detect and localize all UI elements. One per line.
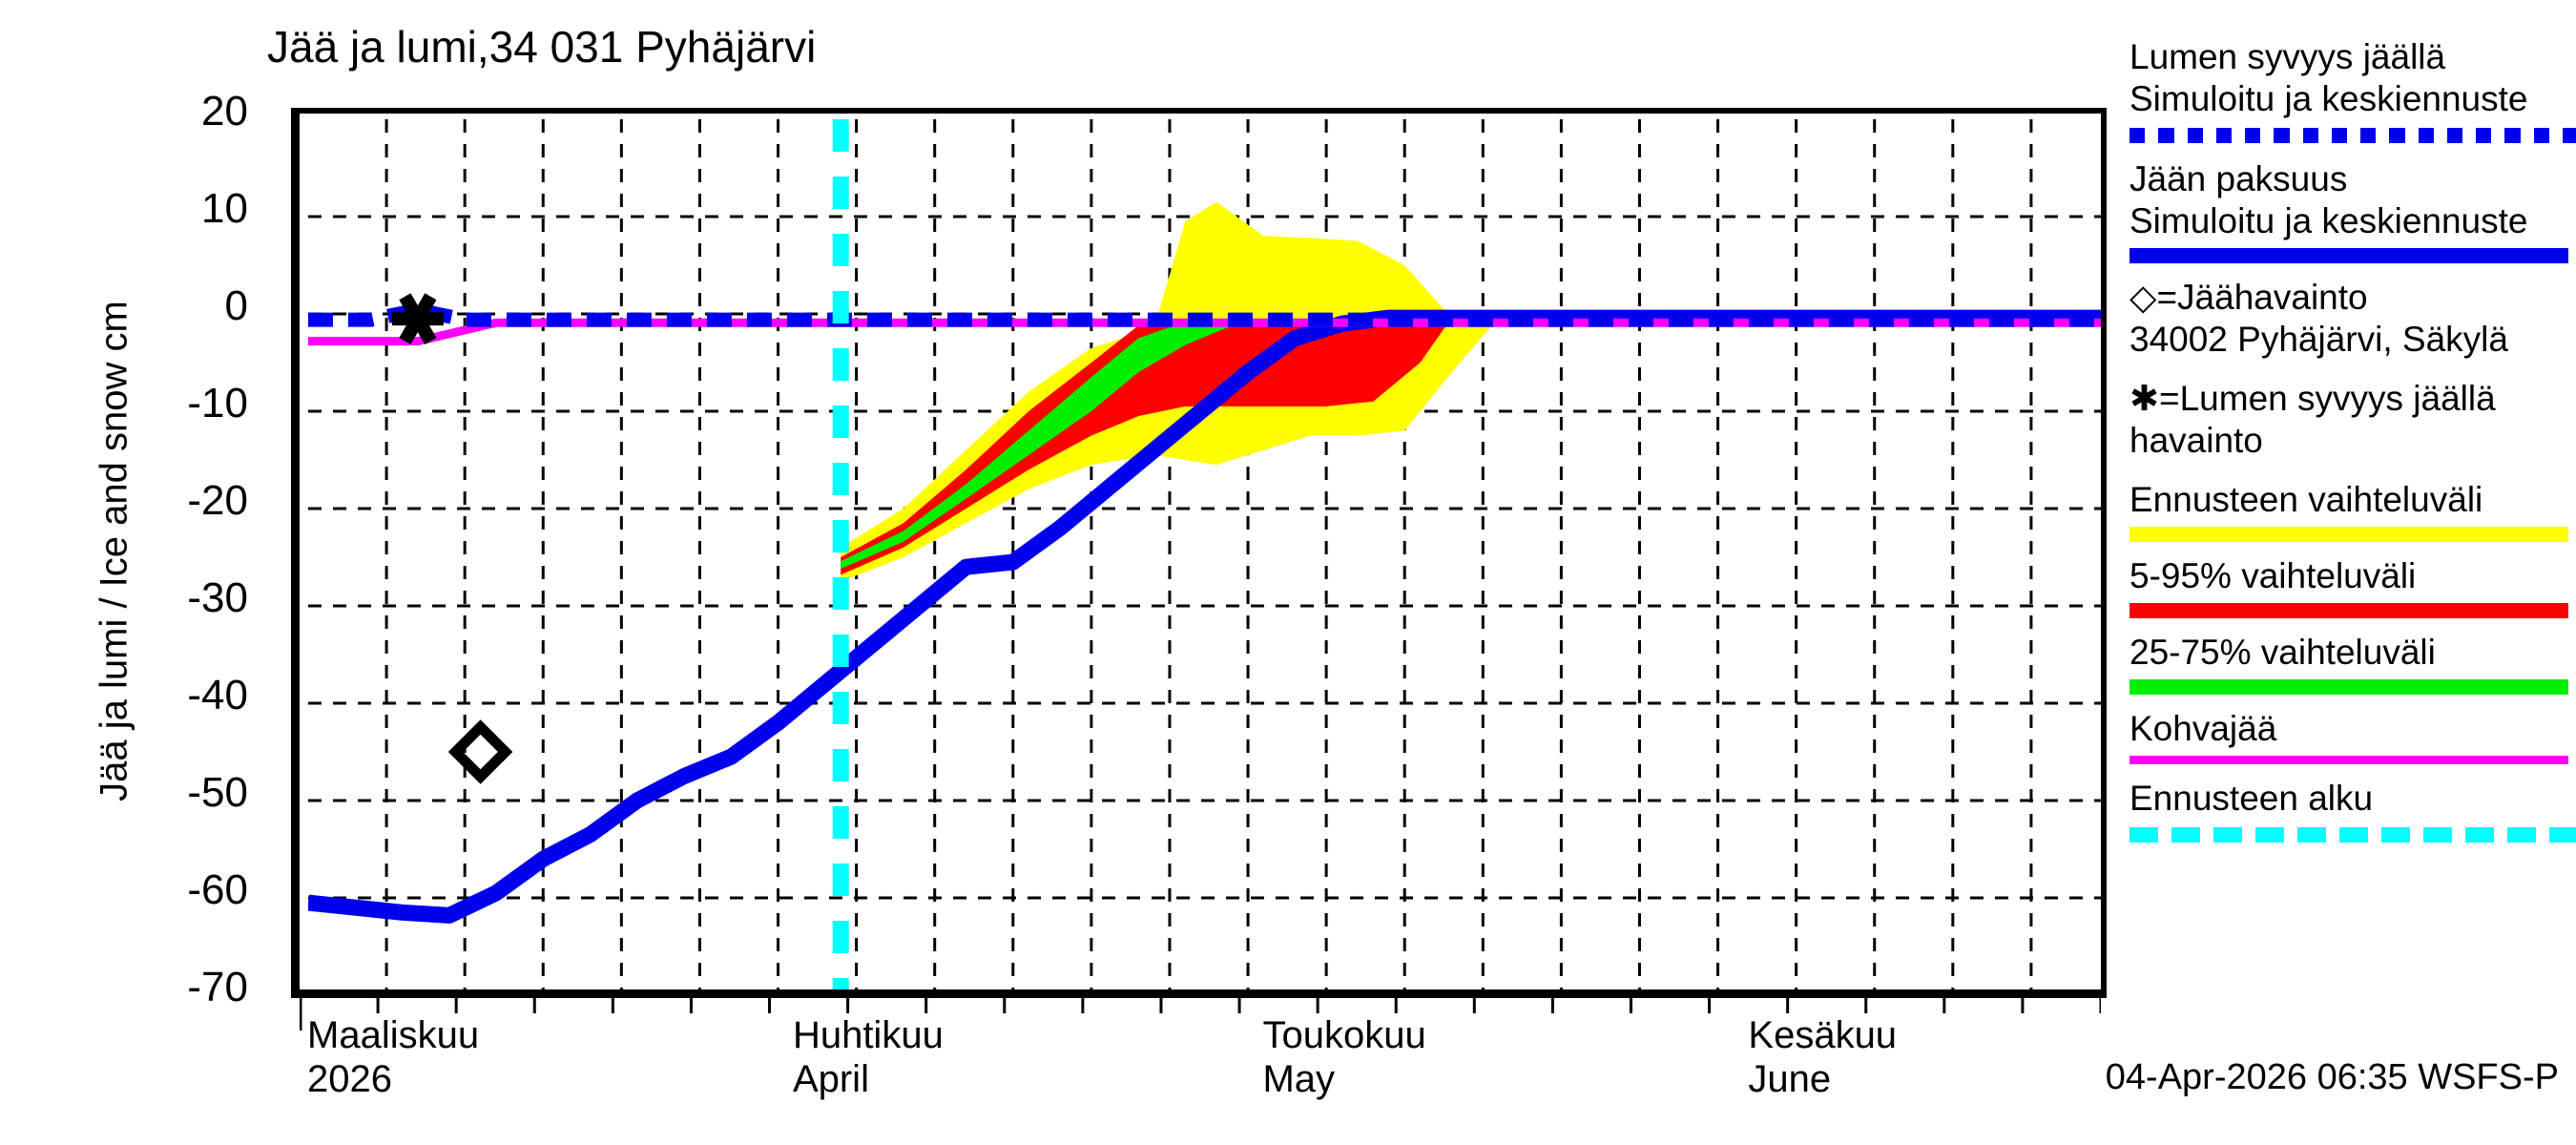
legend-spacer <box>2129 462 2576 475</box>
legend-item: Ennusteen vaihteluväli <box>2129 479 2576 542</box>
legend-item-sublabel: Simuloitu ja keskiennuste <box>2129 79 2528 118</box>
y-tick-label: -30 <box>187 574 248 621</box>
x-tick-label-en: May <box>1262 1058 1336 1100</box>
legend-item-label: 5-95% vaihteluväli <box>2129 556 2417 595</box>
x-tick-label-en: April <box>792 1058 869 1100</box>
chart-legend: Lumen syvyys jäällä Simuloitu ja keskienn… <box>2129 36 2576 858</box>
legend-item-sublabel: Simuloitu ja keskiennuste <box>2129 201 2528 240</box>
x-tick-label-fi: Toukokuu <box>1262 1014 1426 1056</box>
y-tick-label: -50 <box>187 769 248 816</box>
legend-spacer <box>2129 361 2576 374</box>
legend-item: 25-75% vaihteluväli <box>2129 632 2576 695</box>
legend-item-label: 25-75% vaihteluväli <box>2129 633 2436 672</box>
snow-observation-marker <box>391 293 444 344</box>
legend-item: ◇=Jäähavainto 34002 Pyhäjärvi, Säkylä <box>2129 277 2576 374</box>
legend-item-sublabel: 34002 Pyhäjärvi, Säkylä <box>2129 320 2508 359</box>
x-tick-label: Kesäkuu June <box>1748 1013 1897 1101</box>
x-tick-label-en: 2026 <box>307 1058 392 1100</box>
legend-swatch <box>2129 128 2576 143</box>
legend-item: Jään paksuus Simuloitu ja keskiennuste <box>2129 158 2576 263</box>
x-axis-ticks <box>297 998 2103 1035</box>
y-tick-label: 20 <box>201 88 248 135</box>
forecast-band <box>841 318 1452 575</box>
legend-swatch <box>2129 827 2576 843</box>
series-line <box>308 309 2101 924</box>
legend-item-sublabel: havainto <box>2129 421 2263 460</box>
legend-item: Ennusteen alku <box>2129 778 2576 843</box>
legend-swatch <box>2129 756 2568 764</box>
x-tick-label-en: June <box>1748 1058 1832 1100</box>
forecast-band <box>841 319 1279 570</box>
legend-swatch <box>2129 527 2568 542</box>
legend-swatch <box>2129 679 2568 695</box>
legend-item: Kohvajää <box>2129 708 2576 764</box>
legend-swatch <box>2129 248 2568 263</box>
x-tick-label-fi: Huhtikuu <box>792 1014 944 1056</box>
legend-item-label: Jään paksuus <box>2129 159 2348 198</box>
legend-item-label: ◇=Jäähavainto <box>2129 278 2368 317</box>
legend-item: ✱=Lumen syvyys jäällä havainto <box>2129 378 2576 475</box>
page-title: Jää ja lumi,34 031 Pyhäjärvi <box>267 22 817 72</box>
legend-item-label: Kohvajää <box>2129 709 2277 748</box>
timestamp: 04-Apr-2026 06:35 WSFS-P <box>2105 1057 2559 1097</box>
legend-item-label: Ennusteen alku <box>2129 779 2374 818</box>
x-tick-label: Maaliskuu 2026 <box>307 1013 479 1101</box>
y-axis-tick-labels: 20 10 0 -10 -20 -30 -40 -50 -60 -70 <box>57 0 248 1145</box>
y-tick-label: 10 <box>201 185 248 232</box>
y-tick-label: -70 <box>187 964 248 1010</box>
y-tick-label: -10 <box>187 380 248 427</box>
legend-item: 5-95% vaihteluväli <box>2129 555 2576 618</box>
y-tick-label: -40 <box>187 672 248 718</box>
x-tick-label-fi: Kesäkuu <box>1748 1014 1898 1056</box>
legend-item-label: Ennusteen vaihteluväli <box>2129 480 2483 519</box>
ice-observation-marker <box>447 719 513 784</box>
legend-item-label: ✱=Lumen syvyys jäällä <box>2129 379 2496 418</box>
legend-swatch <box>2129 603 2568 618</box>
legend-item-label: Lumen syvyys jäällä <box>2129 37 2446 76</box>
x-tick-label: Toukokuu May <box>1262 1013 1425 1101</box>
plot-area <box>291 108 2107 998</box>
legend-item: Lumen syvyys jäällä Simuloitu ja keskienn… <box>2129 36 2576 143</box>
x-tick-label-fi: Maaliskuu <box>307 1014 480 1056</box>
x-tick-label: Huhtikuu April <box>793 1013 944 1101</box>
y-tick-label: -60 <box>187 866 248 913</box>
series-line <box>308 302 2101 327</box>
y-tick-label: -20 <box>187 477 248 524</box>
y-tick-label: 0 <box>224 282 248 329</box>
chart-canvas <box>308 119 2101 989</box>
